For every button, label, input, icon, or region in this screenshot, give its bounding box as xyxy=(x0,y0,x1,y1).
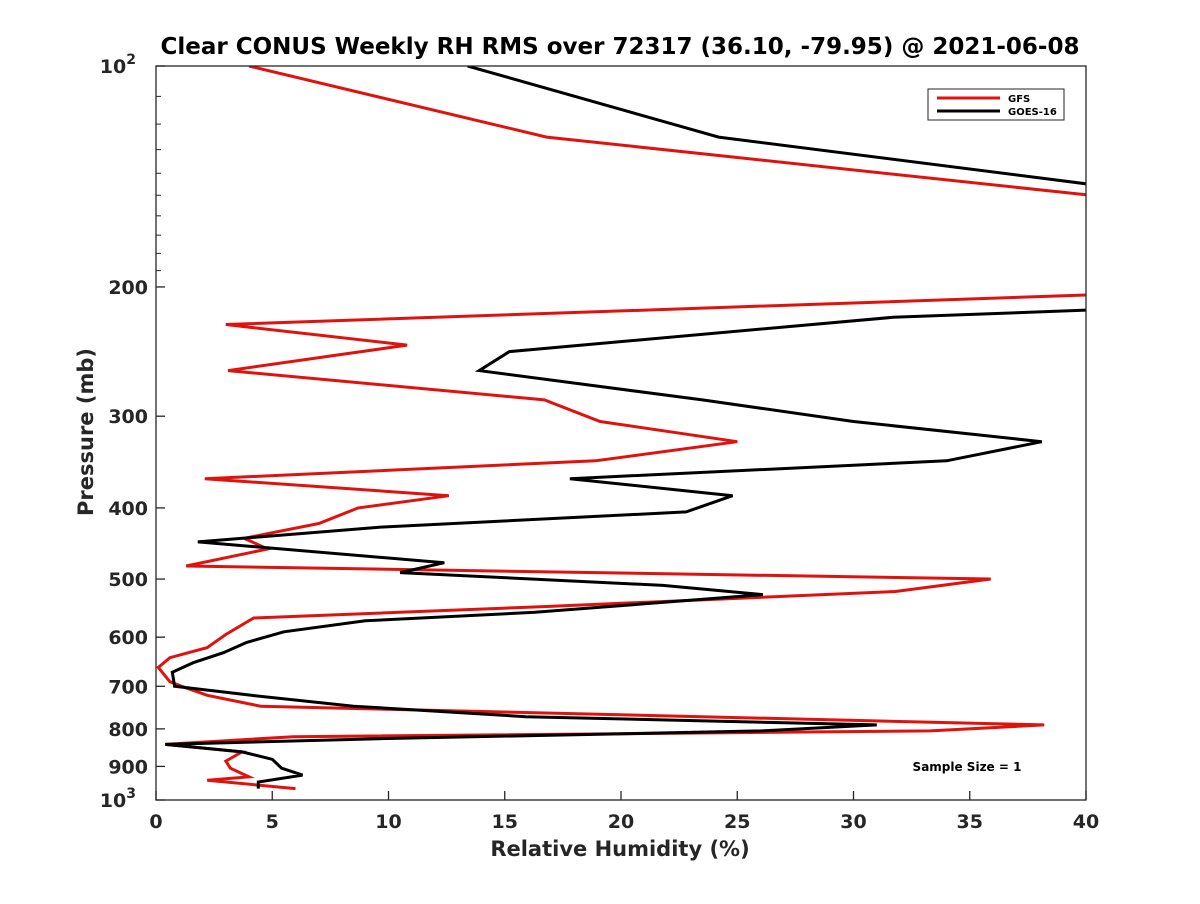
y-tick-label: 600 xyxy=(108,627,148,649)
x-tick-label: 25 xyxy=(724,811,750,833)
legend-label-goes-16: GOES-16 xyxy=(1008,107,1057,118)
y-tick-label: 400 xyxy=(108,498,148,520)
y-axis-label: Pressure (mb) xyxy=(74,348,98,516)
y-tick-label: 500 xyxy=(108,569,148,591)
x-tick-label: 5 xyxy=(266,811,279,833)
x-tick-label: 15 xyxy=(492,811,518,833)
legend-label-gfs: GFS xyxy=(1008,94,1030,105)
plot-lines xyxy=(156,66,1086,791)
x-tick-label: 20 xyxy=(608,811,634,833)
legend: GFS GOES-16 xyxy=(927,88,1065,121)
y-tick-label: 200 xyxy=(108,277,148,299)
y-tick-label: 102 xyxy=(100,52,136,78)
y-axis: 102 200 300 400 500 600 700 800 900 103 xyxy=(100,52,165,812)
chart-title: Clear CONUS Weekly RH RMS over 72317 (36… xyxy=(161,34,1080,60)
y-tick-label: 300 xyxy=(108,406,148,428)
x-tick-label: 35 xyxy=(957,811,983,833)
x-axis: 0 5 10 15 20 25 30 35 40 xyxy=(149,791,1099,833)
y-tick-label: 700 xyxy=(108,676,148,698)
y-tick-label: 800 xyxy=(108,719,148,741)
x-axis-label: Relative Humidity (%) xyxy=(490,837,749,861)
x-tick-label: 40 xyxy=(1073,811,1099,833)
sample-size-annotation: Sample Size = 1 xyxy=(913,760,1022,774)
x-tick-label: 10 xyxy=(375,811,401,833)
legend-box xyxy=(927,88,1065,121)
x-tick-label: 0 xyxy=(149,811,162,833)
x-tick-label: 30 xyxy=(840,811,866,833)
y-tick-label: 103 xyxy=(100,786,136,812)
plot-area-frame xyxy=(155,65,1087,801)
series-line-goes-16 xyxy=(165,66,1086,789)
y-tick-label: 900 xyxy=(108,756,148,778)
series-line-gfs xyxy=(156,66,1086,791)
